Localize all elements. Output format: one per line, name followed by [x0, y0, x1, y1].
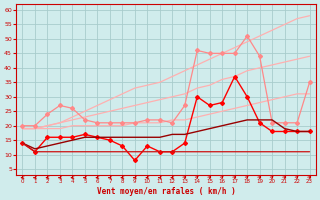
- X-axis label: Vent moyen/en rafales ( km/h ): Vent moyen/en rafales ( km/h ): [97, 187, 236, 196]
